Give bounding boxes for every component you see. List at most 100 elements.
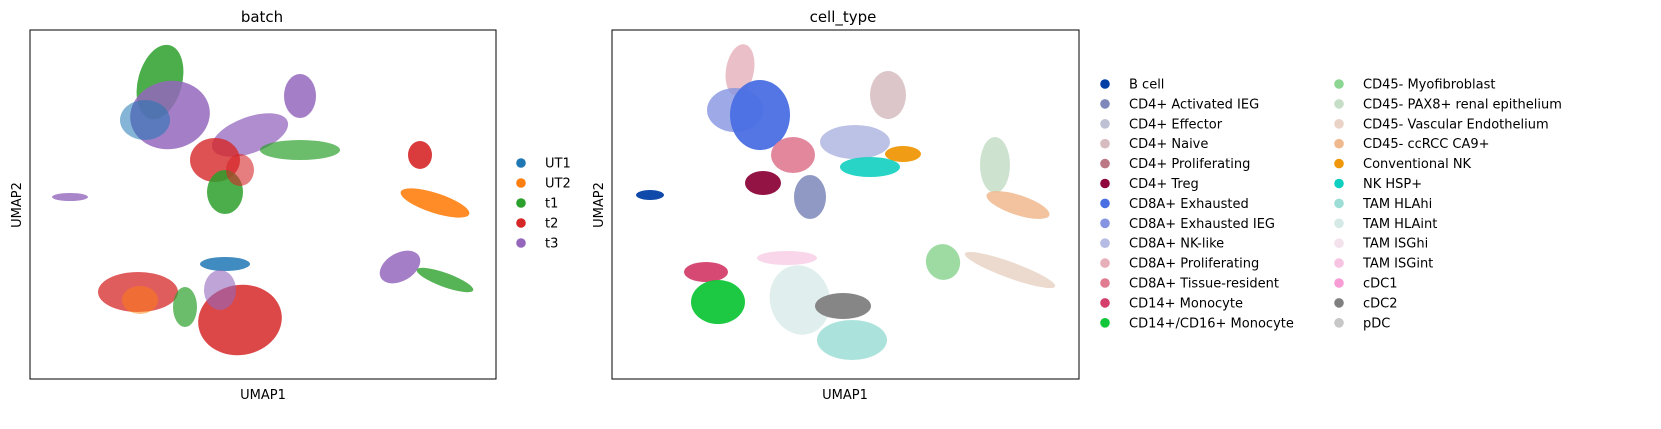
legend-marker (516, 218, 526, 228)
legend-label: CD14+ Monocyte (1129, 296, 1243, 311)
batch-xlabel: UMAP1 (240, 388, 286, 403)
legend-marker (516, 198, 526, 208)
legend-item-cd14-monocyte: CD14+ Monocyte (1100, 296, 1243, 311)
legend-marker (1100, 238, 1110, 248)
legend-label: TAM HLAhi (1362, 197, 1432, 212)
legend-label: CD45- ccRCC CA9+ (1363, 137, 1490, 152)
cluster-cd45-pax8-renal-epithelium (980, 137, 1010, 193)
legend-item-cd4-naive: CD4+ Naive (1100, 137, 1208, 152)
cluster-t2 (226, 154, 254, 186)
cluster-t3 (379, 250, 421, 284)
legend-label: CD45- PAX8+ renal epithelium (1363, 97, 1562, 112)
legend-item-cd4-effector: CD4+ Effector (1100, 117, 1223, 132)
cluster-cdc2 (815, 293, 871, 319)
legend-item-pdc: pDC (1334, 316, 1390, 331)
legend-label: CD4+ Proliferating (1129, 157, 1250, 172)
legend-marker (1334, 278, 1344, 288)
cluster-cd45-ccrcc-ca9 (986, 191, 1050, 219)
legend-item-tam-isghi: TAM ISGhi (1334, 237, 1428, 252)
legend-marker (1100, 258, 1110, 268)
cluster-ut1 (200, 257, 250, 271)
legend-item-cd45-ccrcc-ca9: CD45- ccRCC CA9+ (1334, 137, 1490, 152)
legend-marker (1334, 79, 1344, 89)
cluster-cd4-activated-ieg (794, 175, 826, 219)
legend-marker (516, 178, 526, 188)
cluster-cd4-naive (870, 71, 906, 119)
batch-title: batch (241, 8, 283, 26)
legend-item-cd45-vascular-endothelium: CD45- Vascular Endothelium (1334, 117, 1549, 132)
cell-type-axes-frame (611, 29, 1080, 380)
legend-label: CD45- Vascular Endothelium (1363, 117, 1549, 132)
legend-item-b-cell: B cell (1100, 78, 1164, 93)
legend-marker (1334, 158, 1344, 169)
cluster-cd8a-tissue-resident (771, 137, 815, 173)
legend-label: CD45- Myofibroblast (1363, 78, 1495, 93)
cluster-ut2 (400, 188, 470, 218)
legend-label: cDC1 (1363, 277, 1398, 292)
legend-label: Conventional NK (1363, 157, 1472, 172)
legend-label: TAM ISGhi (1362, 237, 1428, 252)
cluster-cd45-myofibroblast (925, 244, 961, 280)
legend-label: UT2 (545, 177, 571, 192)
legend-marker (1100, 119, 1110, 129)
batch-legend: UT1 UT2 t1 t2 t3 (516, 157, 571, 252)
legend-label: CD8A+ Tissue-resident (1129, 277, 1279, 292)
legend-item-conventional-nk: Conventional NK (1334, 157, 1472, 172)
cluster-cd4-treg (745, 171, 781, 195)
legend-label: B cell (1129, 78, 1164, 93)
legend-item-cd8a-proliferating: CD8A+ Proliferating (1100, 257, 1259, 272)
cluster-cd45-vascular-endothelium (964, 251, 1056, 289)
legend-label: CD4+ Activated IEG (1129, 97, 1259, 112)
legend-marker (1334, 218, 1344, 229)
legend-marker (1334, 198, 1344, 209)
cluster-t2 (408, 141, 432, 169)
cell-type-legend: B cell CD4+ Activated IEG CD4+ Effector CD4… (1100, 78, 1562, 331)
cluster-b-cell (636, 190, 664, 200)
legend-marker (1100, 99, 1110, 109)
legend-marker (1334, 119, 1344, 129)
legend-item-cd4-activated-ieg: CD4+ Activated IEG (1100, 97, 1259, 112)
legend-item-cd45-myofibroblast: CD45- Myofibroblast (1334, 78, 1495, 93)
batch-ylabel: UMAP2 (10, 182, 25, 228)
cluster-t1 (416, 267, 474, 293)
legend-marker (1100, 218, 1110, 229)
legend-label: CD14+/CD16+ Monocyte (1129, 316, 1294, 331)
legend-marker (516, 238, 526, 248)
legend-marker (516, 158, 526, 168)
legend-label: t1 (545, 197, 558, 212)
legend-marker (1100, 79, 1110, 89)
cluster-t1 (260, 140, 340, 160)
legend-item-cd8a-exhausted: CD8A+ Exhausted (1100, 197, 1249, 212)
legend-label: CD4+ Effector (1129, 117, 1223, 132)
legend-label: cDC2 (1363, 296, 1398, 311)
cluster-cd14-cd16-monocyte (691, 280, 745, 324)
legend-marker (1334, 258, 1344, 268)
cluster-ut2 (122, 286, 158, 314)
legend-item-cdc2: cDC2 (1334, 296, 1398, 311)
cluster-cd8a-nk-like (820, 125, 890, 159)
legend-label: CD4+ Treg (1129, 177, 1199, 192)
batch-axes-frame (29, 29, 497, 380)
legend-label: CD4+ Naive (1129, 137, 1208, 152)
cell-type-xlabel: UMAP1 (822, 388, 868, 403)
legend-item-t1: t1 (516, 197, 558, 212)
cluster-t3 (204, 270, 236, 310)
cell-type-panel: cell_type UMAP1 UMAP2 B cell CD4+ Activat… (592, 8, 1562, 403)
legend-marker (1100, 138, 1110, 149)
legend-marker (1334, 99, 1344, 109)
batch-scatter-points (52, 44, 474, 356)
legend-label: CD8A+ NK-like (1129, 237, 1224, 252)
legend-item-cd8a-exhausted-ieg: CD8A+ Exhausted IEG (1100, 217, 1275, 232)
legend-item-tam-hlahi: TAM HLAhi (1334, 197, 1432, 212)
cluster-nk-hsp (840, 157, 900, 177)
legend-item-nk-hsp: NK HSP+ (1334, 177, 1422, 192)
legend-item-cd45-pax8-renal-epithelium: CD45- PAX8+ renal epithelium (1334, 97, 1562, 112)
legend-item-t3: t3 (516, 237, 558, 252)
legend-item-t2: t2 (516, 217, 558, 232)
legend-marker (1100, 178, 1110, 189)
legend-marker (1100, 298, 1110, 308)
legend-marker (1100, 198, 1110, 209)
cluster-cd8a-proliferating (725, 44, 755, 96)
cluster-t1 (173, 287, 197, 327)
